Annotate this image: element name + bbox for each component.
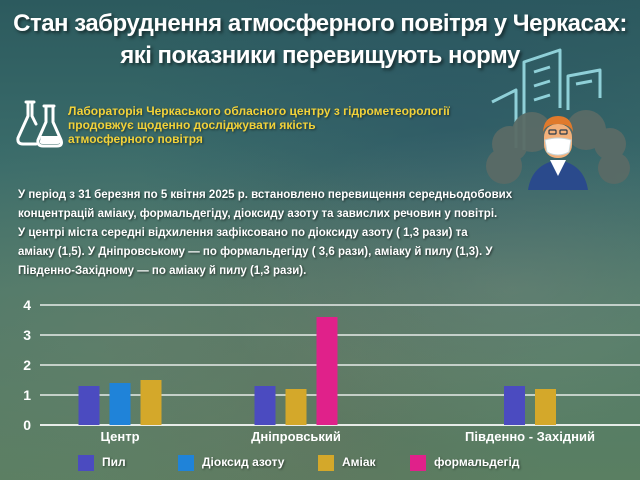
x-category-label: Дніпровський xyxy=(251,429,341,444)
y-tick-label: 1 xyxy=(23,387,31,403)
bar xyxy=(109,383,131,425)
legend-label-dioksyd: Діоксид азоту xyxy=(202,455,285,469)
legend-swatch-amiak xyxy=(318,455,334,471)
city-building-masked-person-icon xyxy=(486,48,630,190)
summary-line-4: аміаку (1,5). У Дніпровському — по форма… xyxy=(18,246,493,258)
bar xyxy=(78,386,100,425)
lab-description: Лабораторія Черкаського обласного центру… xyxy=(68,104,468,146)
flask-icon xyxy=(16,100,63,148)
summary-line-2: концентрацій аміаку, формальдегіду, діок… xyxy=(18,208,498,220)
y-tick-label: 3 xyxy=(23,327,31,343)
lab-line-2: продовжує щоденно досліджувати якість xyxy=(68,118,316,132)
summary-line-1: У період з 31 березня по 5 квітня 2025 р… xyxy=(18,189,513,201)
legend-label-pyl: Пил xyxy=(102,455,126,469)
x-category-label: Центр xyxy=(100,429,139,444)
bar xyxy=(504,386,525,425)
legend-label-formaldehid: формальдегід xyxy=(434,455,520,469)
y-tick-label: 0 xyxy=(23,417,31,433)
lab-line-1: Лабораторія Черкаського обласного центру… xyxy=(68,104,450,118)
y-tick-label: 2 xyxy=(23,357,31,373)
bar-chart: 0 1 2 3 4 Центр Дніпровський Південно - Західни… xyxy=(23,297,640,444)
y-tick-label: 4 xyxy=(23,297,31,313)
bar xyxy=(285,389,307,425)
legend-swatch-pyl xyxy=(78,455,94,471)
bar xyxy=(254,386,276,425)
title-line-1: Стан забруднення атмосферного повітря у … xyxy=(13,10,627,37)
title-line-2: які показники перевищують норму xyxy=(120,42,520,69)
page-title: Стан забруднення атмосферного повітря у … xyxy=(0,8,640,72)
legend-swatch-formaldehid xyxy=(410,455,426,471)
summary-text: У період з 31 березня по 5 квітня 2025 р… xyxy=(18,186,538,281)
legend-label-amiak: Аміак xyxy=(342,455,376,469)
lab-line-3: атмосферного повітря xyxy=(68,132,203,146)
bar xyxy=(316,317,338,425)
legend-swatch-dioksyd xyxy=(178,455,194,471)
summary-line-5: Південно-Західному — по аміаку й пилу (1… xyxy=(18,265,307,277)
chart-legend: Пил Діоксид азоту Аміак формальдегід xyxy=(0,450,640,474)
summary-line-3: У центрі міста середні відхилення зафікс… xyxy=(18,227,468,239)
x-category-label: Південно - Західний xyxy=(465,429,595,444)
bar xyxy=(535,389,556,425)
bar xyxy=(140,380,162,425)
